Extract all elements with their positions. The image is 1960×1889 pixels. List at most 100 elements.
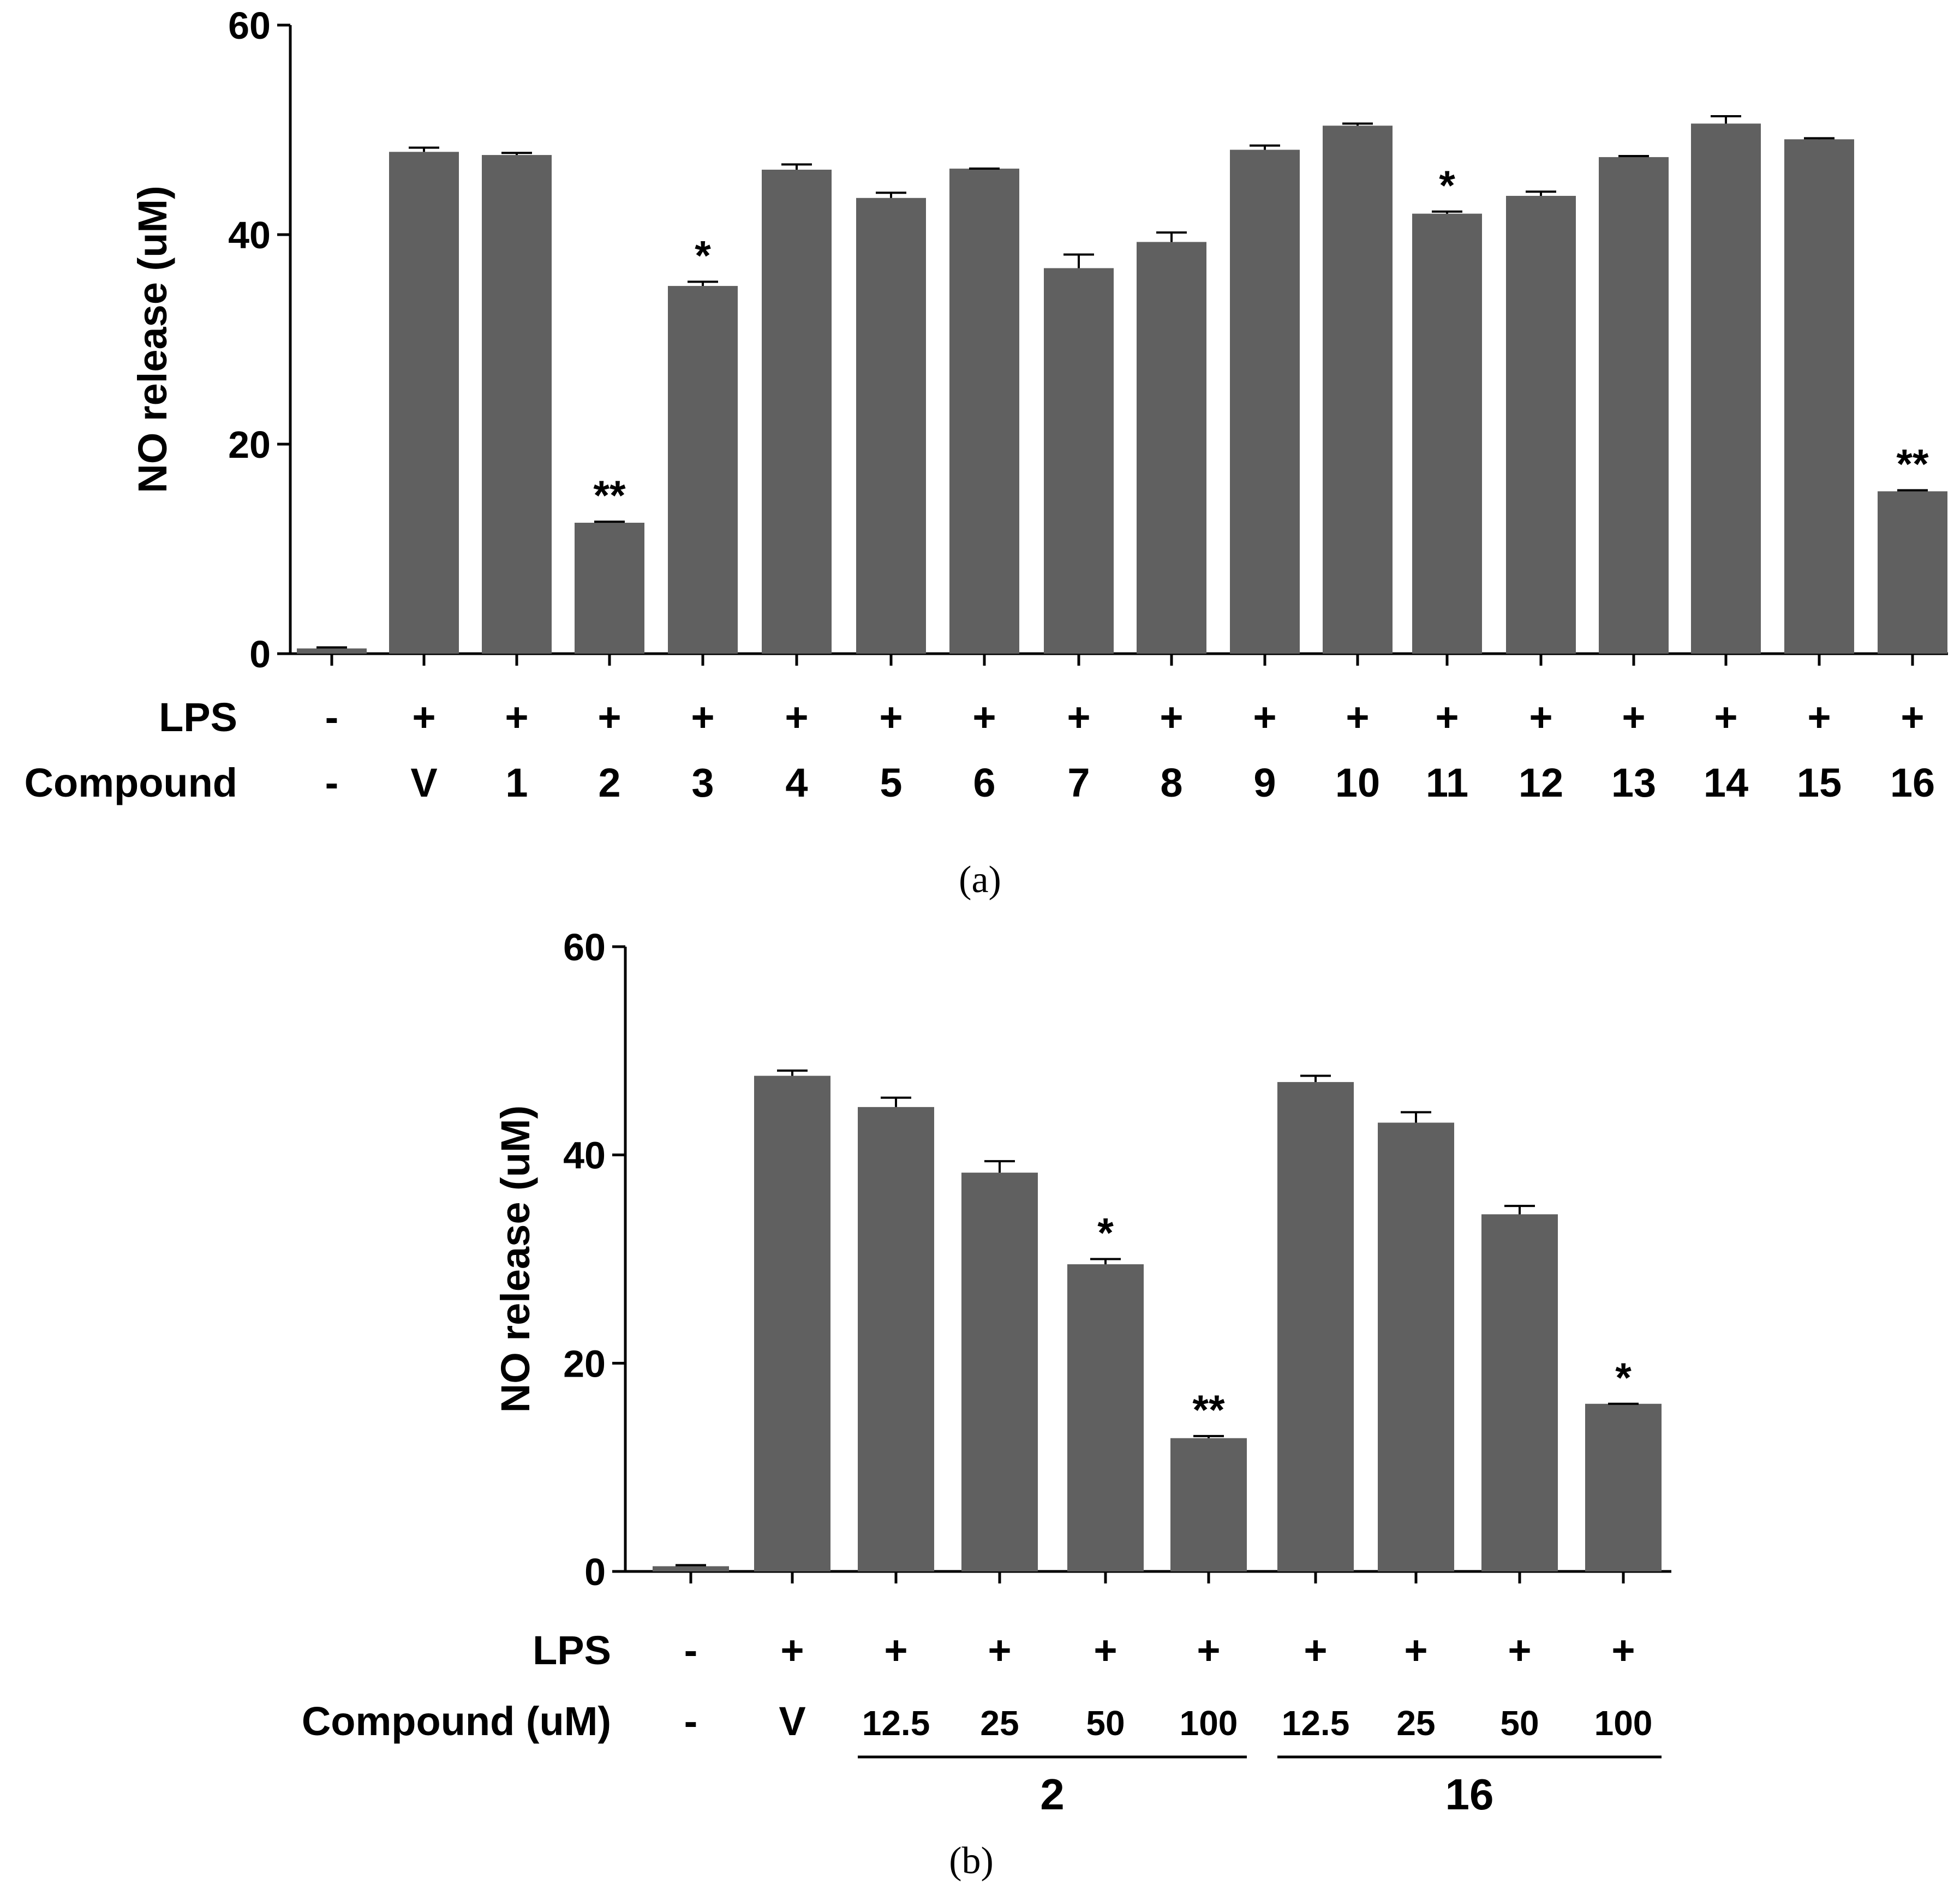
bar (1067, 1264, 1144, 1571)
lps-label: + (785, 695, 808, 740)
compound-label: 50 (1086, 1703, 1125, 1743)
y-tick-label: 60 (228, 4, 271, 47)
bar (389, 152, 459, 654)
compound-label: 13 (1611, 760, 1656, 805)
bar (856, 198, 926, 654)
group-label: 2 (1040, 1770, 1065, 1819)
lps-label: + (1611, 1628, 1635, 1673)
lps-label: + (1067, 695, 1090, 740)
lps-label: + (412, 695, 435, 740)
compound-label: 4 (785, 760, 808, 805)
panel-label: (b) (949, 1840, 994, 1882)
y-tick-label: 60 (563, 926, 606, 969)
row-label-compound: Compound (uM) (302, 1699, 611, 1744)
lps-label: + (1807, 695, 1831, 740)
y-axis-title: NO release (uM) (493, 1105, 538, 1413)
compound-label: 5 (880, 760, 902, 805)
lps-label: - (684, 1628, 698, 1673)
significance-mark: * (1097, 1210, 1114, 1257)
significance-mark: * (1615, 1355, 1632, 1401)
lps-label: + (884, 1628, 907, 1673)
y-axis-title: NO release (uM) (130, 186, 175, 493)
bar (668, 286, 738, 654)
y-tick-label: 0 (584, 1551, 606, 1593)
compound-label: 2 (598, 760, 620, 805)
compound-label: 11 (1426, 760, 1468, 805)
bar (1277, 1082, 1354, 1571)
lps-label: + (1404, 1628, 1427, 1673)
bar (1481, 1214, 1558, 1571)
lps-label: + (1093, 1628, 1117, 1673)
compound-label: 50 (1500, 1703, 1539, 1743)
lps-label: + (1346, 695, 1369, 740)
lps-label: + (1901, 695, 1924, 740)
lps-label: + (1714, 695, 1737, 740)
bar (1878, 491, 1947, 654)
compound-label: 12.5 (862, 1703, 930, 1743)
compound-label: 6 (973, 760, 995, 805)
compound-label: 15 (1797, 760, 1842, 805)
bar (754, 1075, 830, 1571)
bar (1412, 213, 1482, 654)
compound-label: 1 (505, 760, 528, 805)
lps-label: + (988, 1628, 1011, 1673)
bar (1506, 195, 1576, 654)
significance-mark: ** (1896, 441, 1929, 487)
lps-label: + (1160, 695, 1183, 740)
compound-label: 8 (1160, 760, 1182, 805)
row-label-lps: LPS (159, 695, 237, 740)
compound-label: 100 (1594, 1703, 1653, 1743)
significance-mark: ** (593, 473, 626, 519)
compound-label: 10 (1335, 760, 1380, 805)
y-tick-label: 0 (249, 633, 271, 676)
bar (653, 1566, 729, 1571)
row-label-compound: Compound (25, 760, 237, 805)
lps-label: + (972, 695, 996, 740)
bar (1691, 123, 1761, 654)
compound-label: 12 (1519, 760, 1563, 805)
compound-label: 3 (691, 760, 714, 805)
compound-label: 100 (1180, 1703, 1238, 1743)
bar (482, 155, 552, 654)
panel-label: (a) (959, 859, 1001, 901)
compound-label: V (779, 1699, 805, 1744)
row-label-lps: LPS (533, 1628, 611, 1673)
lps-label: + (1622, 695, 1645, 740)
compound-label: 25 (1396, 1703, 1435, 1743)
bar (1230, 150, 1300, 654)
compound-label: 25 (980, 1703, 1019, 1743)
bar (858, 1107, 934, 1571)
compound-label: 14 (1704, 760, 1748, 805)
significance-mark: * (695, 232, 711, 279)
y-tick-label: 20 (563, 1342, 606, 1385)
lps-label: + (879, 695, 903, 740)
lps-label: + (505, 695, 528, 740)
compound-label: V (410, 760, 437, 805)
significance-mark: * (1439, 163, 1455, 209)
bar (1044, 268, 1114, 654)
bar (949, 169, 1019, 654)
lps-label: + (597, 695, 621, 740)
significance-mark: ** (1192, 1387, 1225, 1433)
bar (1378, 1122, 1454, 1571)
compound-label: 16 (1890, 760, 1935, 805)
lps-label: + (1304, 1628, 1327, 1673)
compound-label: 12.5 (1282, 1703, 1350, 1743)
bar (1784, 139, 1854, 654)
lps-label: + (1197, 1628, 1220, 1673)
lps-label: + (1253, 695, 1276, 740)
y-tick-label: 20 (228, 423, 271, 466)
lps-label: + (1435, 695, 1459, 740)
lps-label: + (1529, 695, 1552, 740)
bar (297, 648, 367, 654)
bar (1585, 1403, 1662, 1571)
bar (961, 1173, 1038, 1571)
lps-label: + (691, 695, 714, 740)
bar (575, 523, 644, 654)
compound-label: - (325, 760, 339, 805)
bar (1323, 125, 1393, 654)
group-label: 16 (1445, 1770, 1494, 1819)
